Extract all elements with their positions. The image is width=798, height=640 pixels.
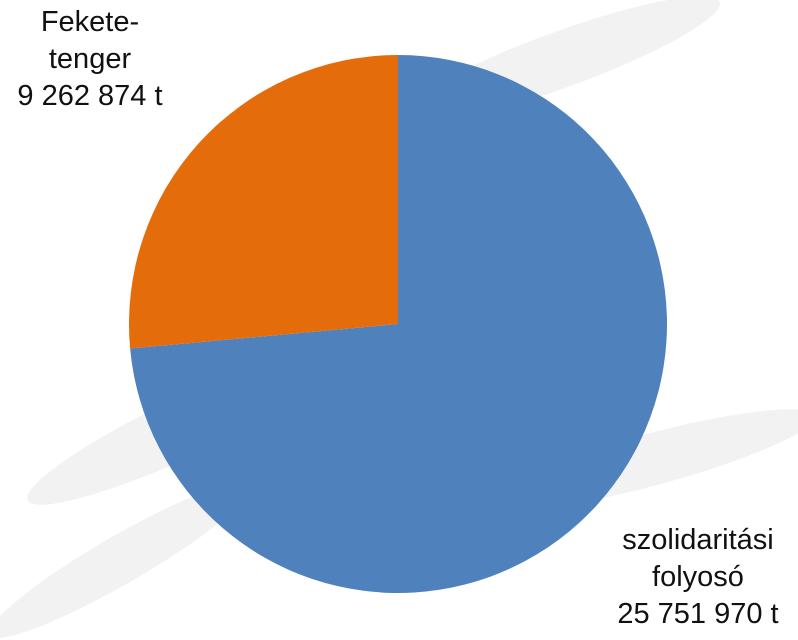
category-label: szolidaritási folyosó	[622, 524, 774, 593]
pie-slice	[129, 55, 398, 349]
value-label: 9 262 874 t	[17, 80, 163, 112]
value-label: 25 751 970 t	[617, 598, 779, 630]
pie-slice	[130, 55, 667, 594]
slice-label: Fekete-tenger 9 262 874 t	[0, 4, 180, 115]
category-label: Fekete-tenger	[40, 6, 140, 75]
slice-label: szolidaritási folyosó 25 751 970 t	[598, 522, 798, 633]
